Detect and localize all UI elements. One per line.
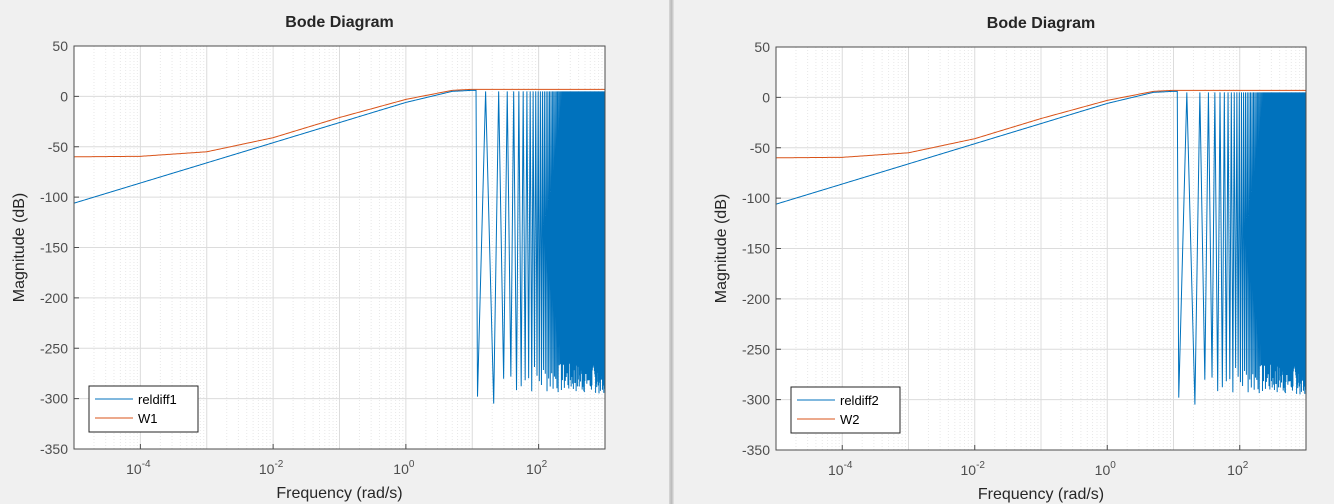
panel-divider[interactable] (669, 0, 674, 504)
legend-label: reldiff1 (138, 392, 177, 407)
legend-label: W1 (138, 411, 158, 426)
y-tick-label: -50 (750, 140, 770, 156)
series-group (74, 88, 605, 404)
x-tick-label: 100 (393, 459, 415, 477)
x-axis-ticks: 10-4 10-2 100 102 (126, 444, 548, 477)
y-tick-label: -300 (40, 391, 68, 407)
y-tick-label: -350 (742, 442, 770, 458)
x-tick-label: 102 (526, 459, 548, 477)
y-tick-label: -300 (742, 392, 770, 408)
y-axis-ticks: 50 0 -50 -100 -150 -200 -250 -300 -350 (40, 38, 79, 457)
x-tick-label: 10-4 (126, 459, 151, 477)
x-tick-base: 10 (393, 461, 409, 477)
y-tick-label: -150 (742, 241, 770, 257)
x-tick-label: 10-2 (961, 460, 986, 478)
x-tick-base: 10 (1095, 462, 1111, 478)
x-tick-exponent: 0 (1110, 460, 1116, 471)
y-tick-label: -350 (40, 441, 68, 457)
legend-box (88, 385, 199, 433)
x-tick-base: 10 (526, 461, 542, 477)
legend-label: reldiff2 (840, 393, 879, 408)
x-tick-exponent: -4 (844, 460, 853, 471)
y-tick-label: 0 (762, 89, 770, 105)
x-tick-exponent: -4 (142, 459, 151, 470)
x-axis-ticks: 10-4 10-2 100 102 (828, 445, 1249, 478)
series-line-reldiff1 (74, 89, 605, 404)
x-tick-base: 10 (961, 462, 977, 478)
y-tick-label: 50 (754, 39, 770, 55)
x-tick-label: 10-2 (259, 459, 284, 477)
x-tick-label: 102 (1227, 460, 1249, 478)
y-tick-label: -200 (742, 291, 770, 307)
y-axis-label: Magnitude (dB) (11, 193, 28, 302)
x-tick-exponent: 0 (409, 459, 415, 470)
x-tick-exponent: -2 (274, 459, 283, 470)
x-tick-base: 10 (1227, 462, 1243, 478)
figure-panel-right: 50 0 -50 -100 -150 -200 -250 -300 -350 10-4 10-2 10… (674, 0, 1334, 504)
x-tick-exponent: -2 (976, 460, 985, 471)
series-line-reldiff2 (776, 90, 1306, 405)
x-tick-exponent: 2 (1243, 460, 1249, 471)
y-tick-label: -250 (40, 340, 68, 356)
x-tick-base: 10 (828, 462, 844, 478)
y-axis-ticks: 50 0 -50 -100 -150 -200 -250 -300 -350 (742, 39, 781, 458)
figure-panel-left: 50 0 -50 -100 -150 -200 -250 -300 -350 10-4 10-2 10… (11, 14, 606, 502)
series-line-W2 (776, 89, 1306, 159)
x-tick-base: 10 (126, 461, 142, 477)
y-tick-label: -150 (40, 240, 68, 256)
y-tick-label: 50 (52, 38, 68, 54)
legend: reldiff2 W2 (790, 386, 901, 434)
y-tick-label: -250 (742, 341, 770, 357)
x-tick-base: 10 (259, 461, 275, 477)
x-tick-label: 100 (1095, 460, 1117, 478)
y-tick-label: -100 (40, 189, 68, 205)
legend: reldiff1 W1 (88, 385, 199, 433)
chart-title: Bode Diagram (987, 15, 1095, 32)
chart-title: Bode Diagram (285, 14, 393, 31)
y-tick-label: -200 (40, 290, 68, 306)
x-axis-label: Frequency (rad/s) (276, 485, 402, 502)
y-axis-label: Magnitude (dB) (713, 194, 730, 303)
x-axis-label: Frequency (rad/s) (978, 486, 1104, 503)
x-tick-label: 10-4 (828, 460, 853, 478)
y-tick-label: -50 (48, 139, 68, 155)
y-tick-label: -100 (742, 190, 770, 206)
legend-box (790, 386, 901, 434)
x-tick-exponent: 2 (542, 459, 548, 470)
series-line-W1 (74, 88, 605, 158)
legend-label: W2 (840, 412, 860, 427)
grid (775, 46, 1307, 451)
series-group (776, 89, 1306, 405)
y-tick-label: 0 (60, 88, 68, 104)
